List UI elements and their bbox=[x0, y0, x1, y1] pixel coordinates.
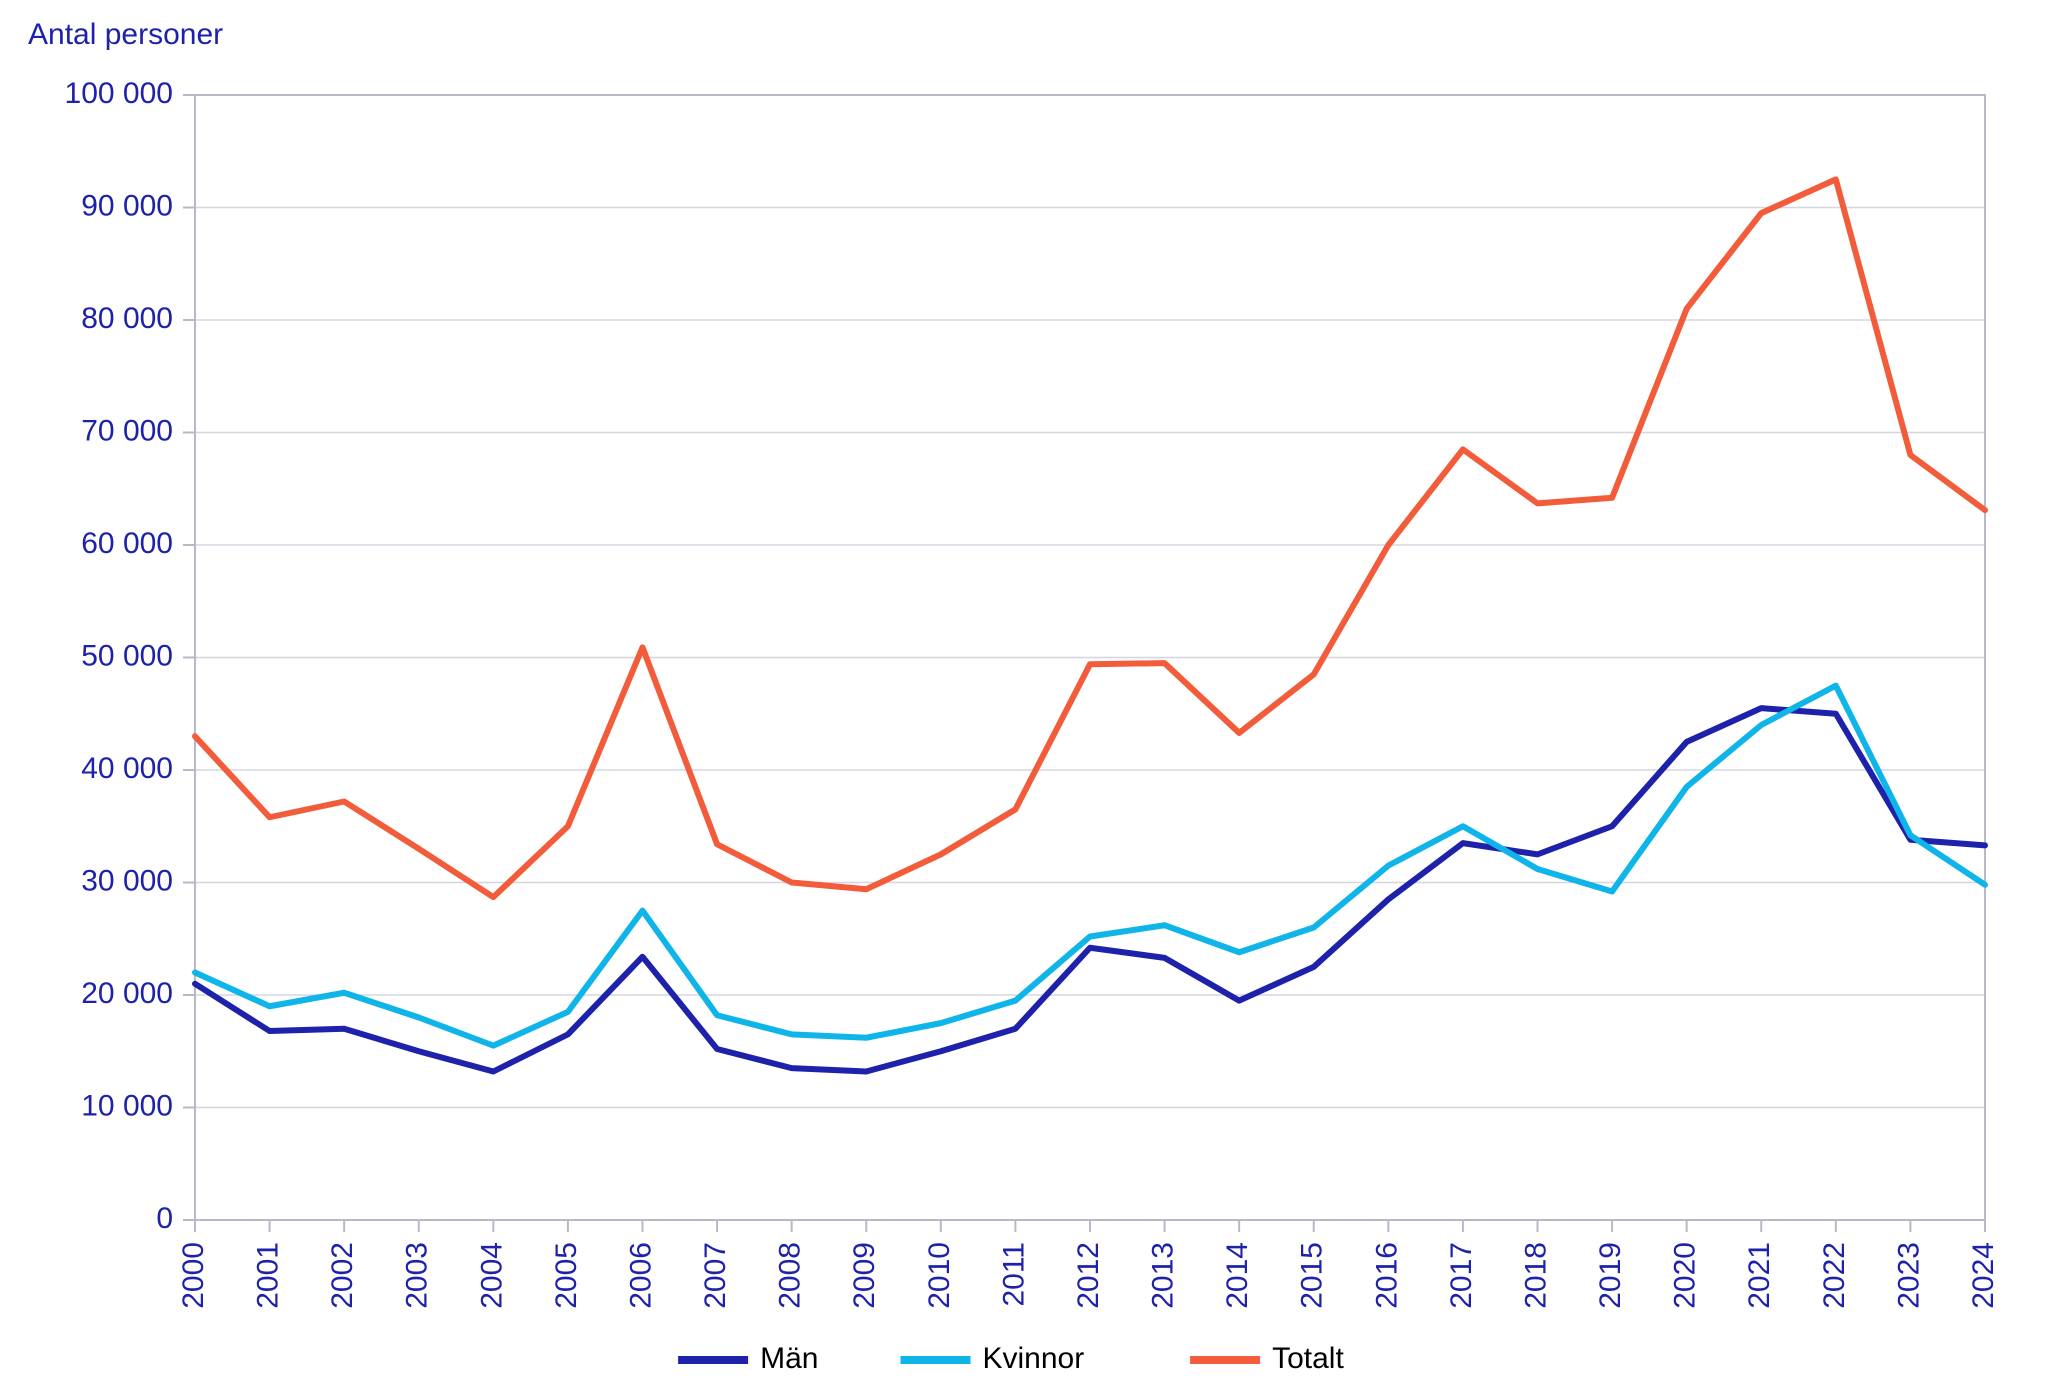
x-tick-label: 2019 bbox=[1594, 1242, 1627, 1309]
legend-label: Kvinnor bbox=[983, 1342, 1085, 1375]
y-tick-label: 0 bbox=[156, 1202, 173, 1235]
x-tick-label: 2024 bbox=[1967, 1242, 2000, 1309]
x-tick-label: 2012 bbox=[1072, 1242, 1105, 1309]
x-tick-label: 2007 bbox=[699, 1242, 732, 1309]
x-tick-label: 2014 bbox=[1221, 1242, 1254, 1309]
x-tick-label: 2009 bbox=[848, 1242, 881, 1309]
x-tick-label: 2010 bbox=[923, 1242, 956, 1309]
y-tick-label: 70 000 bbox=[81, 414, 173, 447]
chart-svg: 0 10 000 20 000 30 000 40 000 50 000 60 000 70 … bbox=[0, 0, 2051, 1393]
y-tick-label: 80 000 bbox=[81, 302, 173, 335]
x-tick-label: 2015 bbox=[1296, 1242, 1329, 1309]
y-tick-label: 60 000 bbox=[81, 527, 173, 560]
legend-label: Totalt bbox=[1272, 1342, 1344, 1375]
x-tick-label: 2016 bbox=[1370, 1242, 1403, 1309]
x-tick-label: 2011 bbox=[997, 1242, 1030, 1307]
y-tick-label: 40 000 bbox=[81, 752, 173, 785]
y-tick-label: 90 000 bbox=[81, 189, 173, 222]
x-tick-label: 2005 bbox=[550, 1242, 583, 1309]
x-tick-label: 2023 bbox=[1892, 1242, 1925, 1309]
y-tick-label: 10 000 bbox=[81, 1089, 173, 1122]
x-tick-label: 2022 bbox=[1818, 1242, 1851, 1309]
x-tick-label: 2000 bbox=[177, 1242, 210, 1309]
x-tick-label: 2018 bbox=[1519, 1242, 1552, 1309]
x-tick-label: 2020 bbox=[1669, 1242, 1702, 1309]
line-chart: 0 10 000 20 000 30 000 40 000 50 000 60 000 70 … bbox=[0, 0, 2051, 1393]
y-axis-title: Antal personer bbox=[28, 18, 223, 51]
y-tick-label: 50 000 bbox=[81, 639, 173, 672]
x-tick-label: 2004 bbox=[475, 1242, 508, 1309]
legend-label: Män bbox=[760, 1342, 818, 1375]
x-tick-label: 2002 bbox=[326, 1242, 359, 1309]
x-tick-label: 2008 bbox=[774, 1242, 807, 1309]
y-tick-label: 20 000 bbox=[81, 977, 173, 1010]
x-tick-label: 2003 bbox=[401, 1242, 434, 1309]
x-tick-label: 2006 bbox=[624, 1242, 657, 1309]
x-tick-label: 2021 bbox=[1743, 1242, 1776, 1309]
x-tick-label: 2017 bbox=[1445, 1242, 1478, 1309]
y-tick-label: 30 000 bbox=[81, 864, 173, 897]
x-tick-label: 2013 bbox=[1147, 1242, 1180, 1309]
y-tick-label: 100 000 bbox=[65, 77, 173, 110]
x-tick-label: 2001 bbox=[252, 1242, 285, 1309]
